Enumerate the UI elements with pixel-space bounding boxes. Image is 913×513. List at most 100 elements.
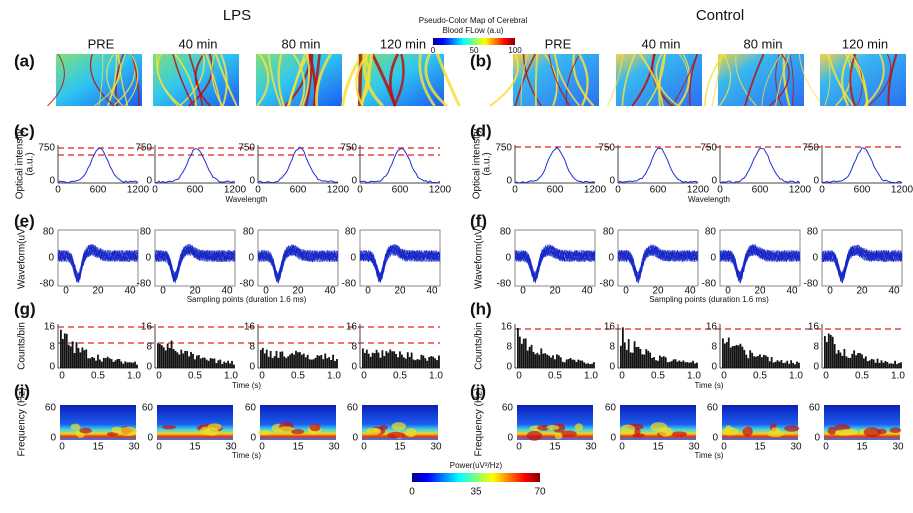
histogram-bar	[690, 362, 692, 368]
histogram-bar	[213, 358, 216, 368]
histogram-bar	[316, 355, 319, 368]
y-tick-label: -80	[702, 279, 717, 290]
x-tick-label: 20	[189, 286, 201, 297]
histogram-bar	[436, 360, 438, 368]
y-tick-label: 80	[603, 227, 615, 238]
histogram-bar	[304, 357, 307, 368]
x-tick-label: 30	[225, 442, 237, 453]
x-tick-label: 1200	[584, 185, 607, 196]
x-tick-label: 40	[426, 286, 438, 297]
histogram-bar	[260, 349, 262, 368]
spectrogram-blob	[721, 427, 740, 436]
histogram-bar	[112, 361, 115, 368]
y-tick-label: 0	[351, 362, 357, 373]
spectrogram	[157, 405, 233, 440]
vessel	[211, 53, 224, 107]
vessel	[688, 53, 699, 107]
x-tick-label: 40	[124, 286, 136, 297]
histogram-bar	[430, 356, 433, 368]
histogram-bar	[318, 355, 321, 368]
histogram-bar	[776, 360, 779, 368]
histogram-bar	[273, 356, 276, 368]
histogram-bar	[190, 352, 192, 368]
histogram-bar	[314, 357, 317, 368]
vessel	[155, 53, 179, 107]
histogram-bar	[798, 362, 800, 368]
histogram-bar	[686, 362, 689, 368]
histogram-bar	[395, 353, 397, 368]
spectrogram-blob	[291, 429, 305, 435]
histogram-bar	[900, 362, 902, 368]
histogram-bar	[157, 343, 159, 368]
histogram-bar	[130, 362, 132, 368]
vessel	[677, 53, 689, 107]
histogram-bar	[102, 357, 105, 368]
histogram-bar	[653, 357, 655, 368]
y-tick-label: 0	[146, 176, 152, 187]
y-tick-label: 750	[802, 143, 819, 154]
histogram-bar	[664, 357, 667, 368]
spectrogram-blob	[537, 424, 551, 431]
x-tick-label: 600	[752, 185, 769, 196]
histogram-bar	[118, 359, 121, 368]
x-tick-label: 40	[684, 286, 696, 297]
panel-label: (f)	[470, 211, 487, 230]
histogram-bar	[876, 358, 879, 368]
x-tick-label: 15	[189, 442, 201, 453]
spectrogram-blob	[863, 427, 881, 438]
histogram-bar	[387, 352, 390, 368]
histogram-bar	[279, 351, 282, 368]
histogram-bar	[211, 358, 214, 368]
histogram-bar	[261, 347, 264, 368]
histogram-bar	[540, 348, 543, 368]
spectrogram-blob	[784, 425, 800, 432]
waveform	[719, 245, 801, 278]
vessel	[621, 53, 636, 107]
histogram-bar	[267, 356, 270, 368]
x-axis-label: Sampling points (duration 1.6 ms)	[187, 295, 307, 304]
histogram-bar	[379, 357, 382, 368]
histogram-bar	[295, 350, 297, 368]
histogram-bar	[320, 355, 323, 368]
histogram-bar	[552, 355, 554, 368]
histogram-bar	[172, 348, 175, 368]
vessel	[761, 53, 782, 107]
vessel	[315, 53, 332, 107]
histogram-bar	[579, 360, 582, 368]
histogram-bar	[866, 361, 869, 368]
spectrogram-blob	[554, 432, 563, 440]
vessel	[424, 53, 448, 108]
histogram-bar	[645, 349, 648, 368]
x-tick-label: 600	[854, 185, 871, 196]
histogram-bar	[631, 352, 634, 368]
histogram-bar	[859, 353, 861, 368]
histogram-bar	[786, 360, 789, 368]
histogram-bar	[277, 357, 280, 368]
histogram-bar	[401, 354, 403, 368]
waveform	[257, 244, 339, 279]
x-tick-label: 0	[156, 371, 162, 382]
histogram-bar	[573, 359, 576, 368]
vessel	[286, 53, 307, 107]
y-axis-label: Counts/bin	[17, 322, 28, 370]
histogram-bar	[637, 346, 640, 368]
spectrum-curve	[514, 146, 596, 184]
histogram-bar	[287, 356, 290, 368]
histogram-bar	[67, 344, 70, 368]
histogram-bar	[428, 357, 431, 368]
spectrogram-blob	[391, 422, 407, 431]
histogram-bar	[874, 362, 877, 368]
colorbar-tick: 100	[508, 46, 522, 55]
histogram-bar	[126, 362, 129, 368]
waveform	[719, 246, 801, 284]
histogram-bar	[668, 361, 671, 368]
waveform	[514, 244, 596, 280]
histogram-bar	[591, 363, 593, 368]
y-axis-label: Waveform(uV)	[474, 225, 485, 289]
spectrogram-blob	[370, 428, 381, 436]
histogram-bar	[199, 358, 202, 368]
spectrogram-blob	[379, 425, 388, 430]
histogram-bar	[678, 360, 681, 368]
histogram-bar	[367, 353, 370, 368]
y-tick-label: 16	[808, 322, 820, 333]
